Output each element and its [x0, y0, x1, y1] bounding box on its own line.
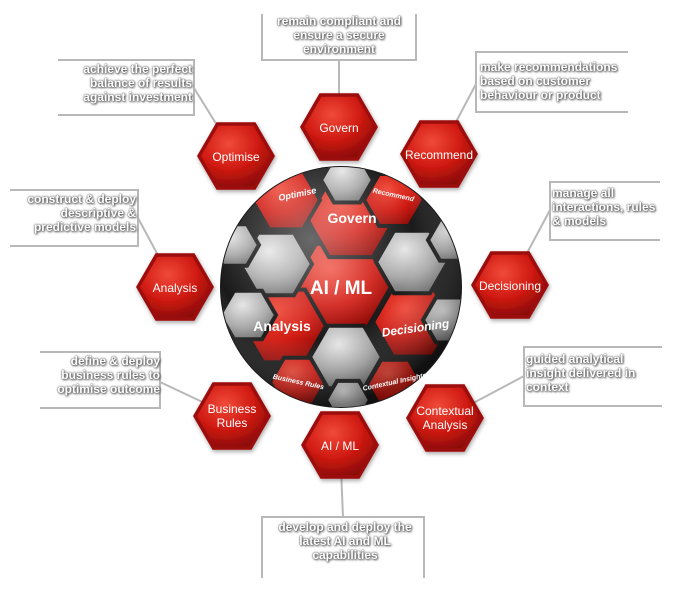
- node-hex-decisioning: [475, 254, 545, 316]
- caption-contextual-analysis: guided analytical insight delivered in c…: [526, 352, 636, 394]
- caption-optimise: achieve the perfect balance of results a…: [83, 62, 192, 104]
- node-label-recommend: Recommend: [405, 148, 473, 162]
- caption-recommend: make recommendations based on customer b…: [480, 60, 618, 102]
- node-hex-business-rules: [197, 385, 267, 447]
- caption-frame-business-rules: [40, 351, 161, 409]
- node-hex-recommend: [404, 123, 474, 185]
- node-hex-analysis: [140, 256, 210, 318]
- ball-label-top: Govern: [327, 210, 376, 226]
- node-hex-govern: [304, 96, 374, 158]
- node-label-ai-ml: AI / ML: [321, 439, 359, 453]
- node-label-decisioning: Decisioning: [479, 279, 541, 293]
- caption-business-rules: define & deploy business rules to optimi…: [57, 354, 160, 396]
- node-analysis: Analysis: [136, 253, 214, 321]
- node-hex-ai-ml: [305, 414, 375, 476]
- node-label-optimise: Optimise: [212, 150, 260, 164]
- node-ai-ml: AI / ML: [301, 411, 379, 479]
- ball-label-core: AI / ML: [310, 278, 373, 299]
- caption-decisioning: manage all interactions, rules & models: [552, 186, 656, 228]
- node-label-contextual-analysis: Contextual Analysis: [416, 404, 473, 432]
- caption-ai-ml: develop and deploy the latest AI and ML …: [278, 520, 412, 562]
- node-label-analysis: Analysis: [153, 281, 198, 295]
- node-business-rules: Business Rules: [193, 382, 271, 450]
- outer-nodes: Govern Recommend Decisioning Contextual Anal…: [136, 93, 549, 479]
- node-recommend: Recommend: [400, 120, 478, 188]
- caption-frame-optimise: [58, 59, 195, 116]
- caption-govern: remain compliant and ensure a secure env…: [276, 14, 402, 56]
- node-label-business-rules: Business Rules: [208, 402, 257, 430]
- node-optimise: Optimise: [197, 122, 275, 190]
- node-label-govern: Govern: [319, 121, 358, 135]
- node-govern: Govern: [300, 93, 378, 161]
- ball-shading: [221, 167, 461, 407]
- node-decisioning: Decisioning: [471, 251, 549, 319]
- center-ball: AI / ML Govern Analysis Decisioning Opti…: [220, 166, 462, 408]
- node-hex-contextual-analysis: [410, 387, 480, 449]
- node-hex-optimise: [201, 125, 271, 187]
- caption-frame-recommend: [475, 51, 628, 113]
- node-contextual-analysis: Contextual Analysis: [406, 384, 484, 452]
- caption-analysis: construct & deploy descriptive & predict…: [27, 192, 136, 234]
- ball-label-left: Analysis: [253, 318, 311, 334]
